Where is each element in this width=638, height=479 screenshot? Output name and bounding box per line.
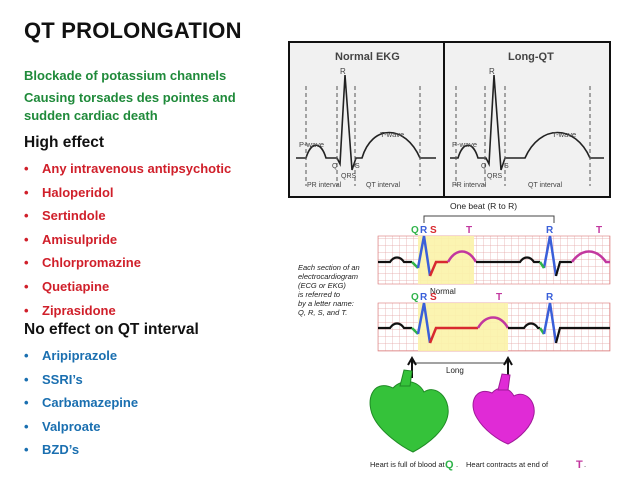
long-bracket [411,358,509,364]
svg-text:R: R [546,292,554,303]
long-highlight [418,303,508,351]
page-title: QT PROLONGATION [24,18,242,43]
svg-text:P-wave: P-wave [299,140,324,149]
arrow-up-left [407,355,417,378]
list-item: • SSRI’s [24,371,83,387]
list-item: • Haloperidol [24,184,114,200]
svg-text:QT interval: QT interval [366,182,401,189]
list-item: • Aripiprazole [24,348,118,363]
svg-text:Q: Q [411,225,419,236]
svg-text:electrocardiogram: electrocardiogram [298,272,358,281]
normal-strip-grid [377,235,611,285]
list-item: • Carbamazepine [24,395,139,411]
svg-text:T: T [466,225,472,236]
svg-text:Each section of an: Each section of an [298,263,360,272]
normal-ekg-trace [296,74,436,171]
svg-text:is referred to: is referred to [298,290,340,299]
svg-text:Q, R, S, and T.: Q, R, S, and T. [298,308,347,317]
svg-text:.: . [456,460,458,469]
list-item: • Chlorpromazine [24,255,141,271]
svg-text:Q: Q [481,163,487,170]
one-beat-bracket [423,215,555,223]
svg-text:T: T [496,292,502,303]
svg-text:T-wave: T-wave [552,130,576,139]
svg-text:S: S [430,225,437,236]
svg-text:T: T [596,225,602,236]
arrow-up-right [503,355,513,378]
subtitle-line-2: Causing torsades des pointes and [24,90,236,105]
list-item: • Quetiapine [24,278,110,294]
svg-text:R: R [546,225,554,236]
svg-text:(ECG or EKG): (ECG or EKG) [298,281,346,290]
heart-contracts-caption: Heart contracts at end of [466,460,549,469]
no-effect-heading: No effect on QT interval [24,321,199,338]
svg-text:S: S [504,163,509,170]
long-qt-trace [450,74,604,171]
svg-text:Q: Q [445,459,454,471]
high-effect-list: • Any intravenous antipsychotic • Haloperi… [24,157,231,322]
svg-text:T-wave: T-wave [380,130,404,139]
svg-text:PR interval: PR interval [307,182,342,189]
one-beat-label: One beat (R to R) [450,201,517,211]
normal-strip-trace [378,256,412,264]
subtitle-line-1: Blockade of potassium channels [24,68,227,83]
ecg-caption: Each section of an electrocardiogram (EC… [298,263,360,317]
list-item: • Amisulpride [24,231,118,247]
list-item: • Any intravenous antipsychotic [24,161,232,176]
svg-text:R: R [420,225,428,236]
svg-text:S: S [430,292,437,303]
svg-text:T: T [576,459,583,471]
svg-text:.: . [584,460,586,469]
list-item: • Valproate [24,418,101,434]
high-effect-heading: High effect [24,134,105,151]
long-qt-title: Long-QT [508,51,554,63]
normal-label: Normal [430,287,456,296]
subtitle-line-3: sudden cardiac death [24,108,158,123]
long-label: Long [446,366,464,375]
svg-text:Q: Q [411,292,419,303]
long-strip-grid [377,302,611,352]
svg-text:S: S [355,163,360,170]
svg-text:P-wave: P-wave [452,140,477,149]
svg-text:R: R [340,67,346,76]
no-effect-list: • Aripiprazole • SSRI’s • Carbamazepine • Va… [24,344,138,462]
heart-full-icon [369,369,449,453]
svg-text:by a letter name:: by a letter name: [298,299,354,308]
svg-text:R: R [489,67,495,76]
svg-text:Q: Q [332,163,338,170]
svg-text:R: R [420,292,428,303]
normal-highlight [418,236,474,284]
svg-text:QRS: QRS [341,173,357,180]
ekg-panel-frame [288,41,611,198]
svg-text:QT interval: QT interval [528,182,563,189]
list-item: • BZD’s [24,442,80,458]
list-item: • Sertindole [24,208,106,224]
heart-contracted-icon [472,373,535,445]
list-item: • Ziprasidone [24,302,116,318]
normal-ekg-title: Normal EKG [335,51,400,63]
svg-text:PR interval: PR interval [452,182,487,189]
heart-full-caption: Heart is full of blood at [370,460,446,469]
svg-text:QRS: QRS [487,173,503,180]
